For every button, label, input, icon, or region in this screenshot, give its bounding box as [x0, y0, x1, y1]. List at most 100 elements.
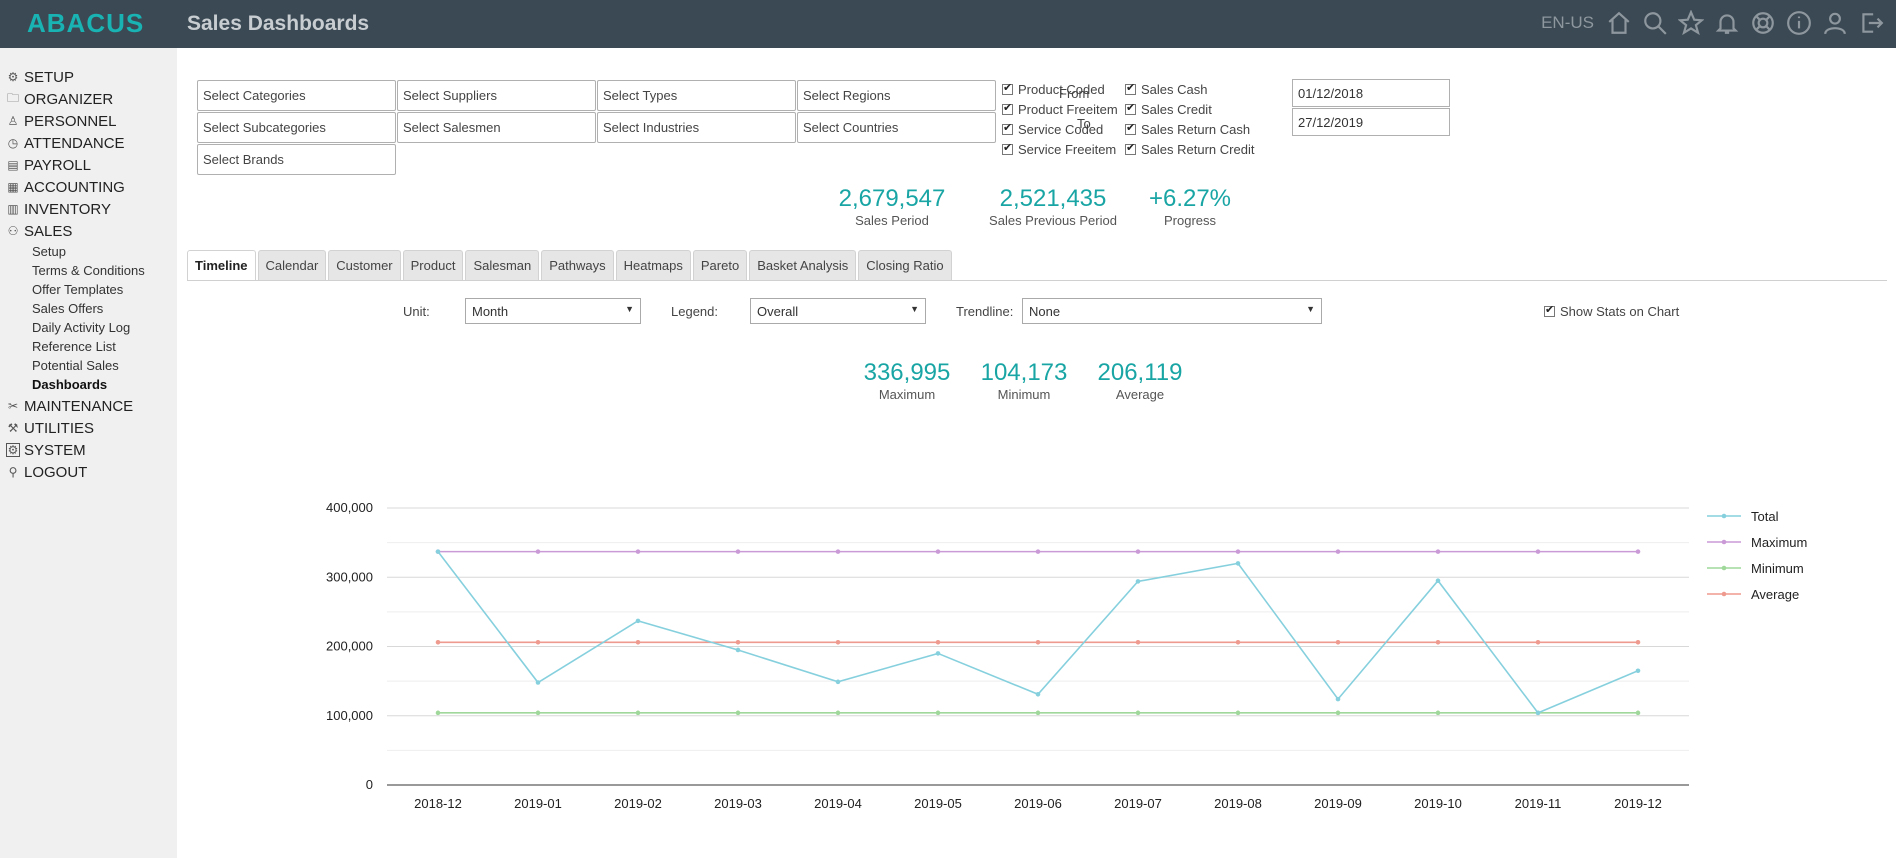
sidebar-sub-sales-offers[interactable]: Sales Offers: [32, 301, 104, 316]
unit-select[interactable]: Month ▼: [465, 298, 641, 324]
search-icon[interactable]: [1640, 8, 1670, 38]
home-icon[interactable]: [1604, 8, 1634, 38]
language-selector[interactable]: EN-US: [1541, 13, 1594, 32]
app-logo[interactable]: ABACUS: [27, 8, 145, 38]
y-tick-label: 400,000: [326, 500, 373, 515]
legend-select[interactable]: Overall ▼: [750, 298, 926, 324]
countries-select[interactable]: Select Countries: [797, 112, 996, 143]
sales-cash-checkbox[interactable]: Sales Cash: [1125, 80, 1207, 98]
sidebar-item-attendance[interactable]: ◷ ATTENDANCE: [7, 134, 125, 152]
tab-closing-ratio[interactable]: Closing Ratio: [858, 250, 952, 280]
sidebar-sub-terms[interactable]: Terms & Conditions: [32, 263, 145, 278]
sidebar-item-personnel[interactable]: ♙ PERSONNEL: [7, 112, 117, 130]
tab-customer[interactable]: Customer: [328, 250, 401, 280]
sales-return-credit-checkbox[interactable]: Sales Return Credit: [1125, 140, 1254, 158]
data-point-maximum: [1235, 549, 1241, 554]
sales-return-cash-checkbox[interactable]: Sales Return Cash: [1125, 120, 1250, 138]
suppliers-select[interactable]: Select Suppliers: [397, 80, 596, 111]
folder-icon: 🗀: [6, 90, 19, 105]
x-tick-label: 2019-05: [914, 796, 962, 811]
checkbox-box[interactable]: [1125, 121, 1136, 135]
types-select[interactable]: Select Types: [597, 80, 796, 111]
brands-select[interactable]: Select Brands: [197, 144, 396, 175]
sidebar-sub-potential-sales[interactable]: Potential Sales: [32, 358, 119, 373]
data-point-maximum: [1335, 549, 1341, 554]
tab-salesman[interactable]: Salesman: [465, 250, 540, 280]
to-date-input[interactable]: 27/12/2019: [1292, 108, 1450, 136]
user-icon[interactable]: [1820, 8, 1850, 38]
checkbox-box[interactable]: [1002, 121, 1013, 135]
sidebar-sub-offer-templates[interactable]: Offer Templates: [32, 282, 124, 297]
clipboard-icon: ▥: [7, 202, 19, 216]
industries-select[interactable]: Select Industries: [597, 112, 796, 143]
sidebar-item-accounting[interactable]: ▦ ACCOUNTING: [7, 178, 125, 196]
data-point-maximum: [1635, 549, 1641, 554]
checkbox-box[interactable]: [1125, 101, 1136, 115]
sidebar-item-sales[interactable]: ⚇ SALES: [7, 222, 73, 240]
data-point-average: [1035, 639, 1041, 645]
sidebar-item-inventory[interactable]: ▥ INVENTORY: [7, 200, 111, 218]
data-point-average: [1535, 639, 1541, 645]
dashboard-tabs: Timeline Calendar Customer Product Sales…: [187, 250, 952, 281]
tab-calendar[interactable]: Calendar: [257, 250, 327, 280]
from-date-input[interactable]: 01/12/2018: [1292, 79, 1450, 107]
tab-basket-analysis[interactable]: Basket Analysis: [749, 250, 857, 280]
tab-timeline[interactable]: Timeline: [187, 250, 256, 281]
info-icon[interactable]: [1784, 8, 1814, 38]
data-point-minimum: [835, 710, 841, 716]
sidebar-item-payroll[interactable]: ▤ PAYROLL: [7, 156, 91, 174]
service-freeitem-checkbox[interactable]: Service Freeitem: [1002, 140, 1116, 158]
salesmen-select[interactable]: Select Salesmen: [397, 112, 596, 143]
sidebar-item-maintenance[interactable]: ✂ MAINTENANCE: [7, 397, 134, 415]
sidebar-sub-reference-list[interactable]: Reference List: [32, 339, 116, 354]
tab-divider: [187, 280, 1887, 281]
tab-heatmaps[interactable]: Heatmaps: [615, 250, 691, 280]
sidebar-item-utilities[interactable]: ⚒ UTILITIES: [7, 419, 95, 437]
data-point-minimum: [435, 710, 441, 716]
data-point-total: [1335, 696, 1341, 702]
data-point-average: [835, 639, 841, 645]
checkbox-box[interactable]: [1002, 141, 1013, 155]
checkbox-box[interactable]: [1002, 81, 1013, 95]
star-icon[interactable]: [1676, 8, 1706, 38]
subcategories-select[interactable]: Select Subcategories: [197, 112, 396, 143]
product-coded-checkbox[interactable]: Product Coded: [1002, 80, 1105, 98]
unit-label: Unit:: [403, 304, 430, 319]
data-point-minimum: [1235, 710, 1241, 716]
tab-product[interactable]: Product: [402, 250, 464, 280]
sidebar-item-system[interactable]: ⚙ SYSTEM: [6, 441, 86, 459]
help-lifebuoy-icon[interactable]: [1748, 8, 1778, 38]
sidebar-item-logout[interactable]: ⚲ LOGOUT: [6, 462, 88, 482]
x-tick-label: 2019-06: [1014, 796, 1062, 811]
sidebar-sub-daily-activity[interactable]: Daily Activity Log: [32, 320, 131, 335]
tab-pathways[interactable]: Pathways: [541, 250, 614, 280]
categories-select[interactable]: Select Categories: [197, 80, 396, 111]
data-point-total: [1435, 578, 1441, 584]
average-stat: 206,119 Average: [1090, 359, 1190, 402]
product-freeitem-checkbox[interactable]: Product Freeitem: [1002, 100, 1118, 118]
x-tick-label: 2019-08: [1214, 796, 1262, 811]
data-point-total: [1135, 579, 1141, 584]
bell-icon[interactable]: [1712, 8, 1742, 38]
sidebar-item-setup[interactable]: ⚙ SETUP: [7, 68, 75, 86]
checkbox-box[interactable]: [1125, 141, 1136, 155]
tab-pareto[interactable]: Pareto: [692, 250, 748, 280]
checkbox-box[interactable]: [1544, 303, 1555, 317]
data-point-total: [1035, 691, 1041, 697]
service-coded-checkbox[interactable]: Service Coded: [1002, 120, 1103, 138]
sidebar-item-organizer[interactable]: 🗀 ORGANIZER: [6, 90, 114, 108]
checkbox-box[interactable]: [1125, 81, 1136, 95]
data-point-maximum: [935, 549, 941, 554]
sidebar-sub-setup[interactable]: Setup: [32, 244, 66, 259]
checkbox-box[interactable]: [1002, 101, 1013, 115]
data-point-maximum: [735, 549, 741, 554]
trendline-select[interactable]: None ▼: [1022, 298, 1322, 324]
sidebar-sub-dashboards[interactable]: Dashboards: [32, 377, 108, 392]
y-tick-label: 300,000: [326, 569, 373, 584]
data-point-maximum: [1535, 549, 1541, 554]
show-stats-checkbox[interactable]: Show Stats on Chart: [1544, 302, 1679, 320]
logout-icon[interactable]: [1856, 8, 1886, 38]
sales-credit-checkbox[interactable]: Sales Credit: [1125, 100, 1212, 118]
regions-select[interactable]: Select Regions: [797, 80, 996, 111]
data-point-average: [535, 639, 541, 645]
